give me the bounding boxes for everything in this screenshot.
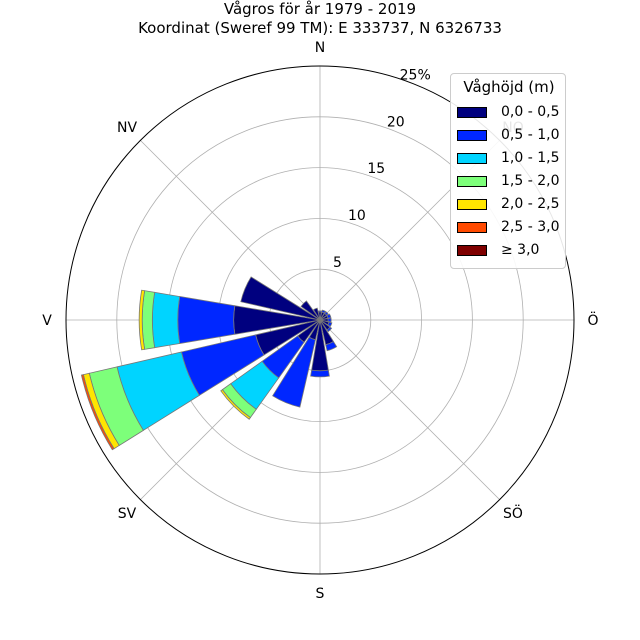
rose-wedge [138, 289, 146, 351]
rose-wedge [80, 374, 115, 451]
direction-label: N [315, 40, 325, 56]
legend-swatch [457, 176, 487, 187]
rose-wedge [177, 296, 236, 344]
radial-tick-label: 10 [348, 208, 366, 224]
ring-gridline [116, 116, 524, 524]
rose-wedge [300, 300, 321, 321]
legend-item: 1,0 - 1,5 [457, 150, 565, 170]
legend-label: 0,5 - 1,0 [501, 127, 560, 143]
legend-title: Våghöjd (m) [463, 78, 555, 96]
rose-wedge [318, 310, 322, 313]
radial-tick-label: 20 [387, 114, 405, 130]
legend: Våghöjd (m) 0,0 - 0,5 0,5 - 1,0 1,0 - 1,… [450, 73, 566, 269]
direction-label: S [316, 586, 325, 602]
rose-wedge [326, 313, 332, 319]
rose-wedge [310, 369, 330, 378]
legend-swatch [457, 245, 487, 256]
legend-label: 1,5 - 2,0 [501, 173, 560, 189]
legend-swatch [457, 130, 487, 141]
rose-wedge [324, 311, 329, 316]
rose-wedge [327, 317, 332, 323]
legend-label: 2,5 - 3,0 [501, 219, 560, 235]
legend-swatch [457, 107, 487, 118]
direction-label: SV [118, 506, 137, 522]
rose-wedge [327, 321, 333, 328]
chart-title: Vågros för år 1979 - 2019 [223, 0, 417, 18]
rose-wedge [151, 291, 181, 349]
rose-wedge [321, 309, 326, 314]
legend-item: 2,5 - 3,0 [457, 219, 565, 239]
rose-wedge [220, 389, 251, 420]
legend-label: ≥ 3,0 [501, 242, 540, 258]
legend-swatch [457, 153, 487, 164]
rose-wedge [240, 276, 321, 321]
radial-tick-label: 5 [333, 255, 342, 271]
radial-gridline [319, 319, 500, 500]
rose-wedge [272, 336, 316, 408]
direction-label: V [42, 313, 52, 329]
legend-item: 0,0 - 0,5 [457, 104, 565, 124]
legend-item: 0,5 - 1,0 [457, 127, 565, 147]
rose-wedge [326, 326, 333, 333]
legend-item: 1,5 - 2,0 [457, 173, 565, 193]
outer-circle [65, 65, 575, 575]
radial-gridline [140, 140, 321, 321]
radial-tick-label: 15 [367, 161, 385, 177]
direction-label: SÖ [503, 504, 523, 522]
rose-wedge [312, 307, 321, 321]
legend-label: 2,0 - 2,5 [501, 196, 560, 212]
direction-label: Ö [587, 311, 598, 329]
legend-label: 0,0 - 0,5 [501, 104, 560, 120]
legend-item: ≥ 3,0 [457, 242, 565, 262]
rose-wedge [325, 340, 338, 352]
legend-item: 2,0 - 2,5 [457, 196, 565, 216]
legend-swatch [457, 222, 487, 233]
radial-tick-label: 25% [400, 67, 431, 83]
legend-label: 1,0 - 1,5 [501, 150, 560, 166]
direction-label: NV [117, 120, 137, 136]
chart-subtitle: Koordinat (Sweref 99 TM): E 333737, N 63… [138, 19, 502, 37]
legend-swatch [457, 199, 487, 210]
